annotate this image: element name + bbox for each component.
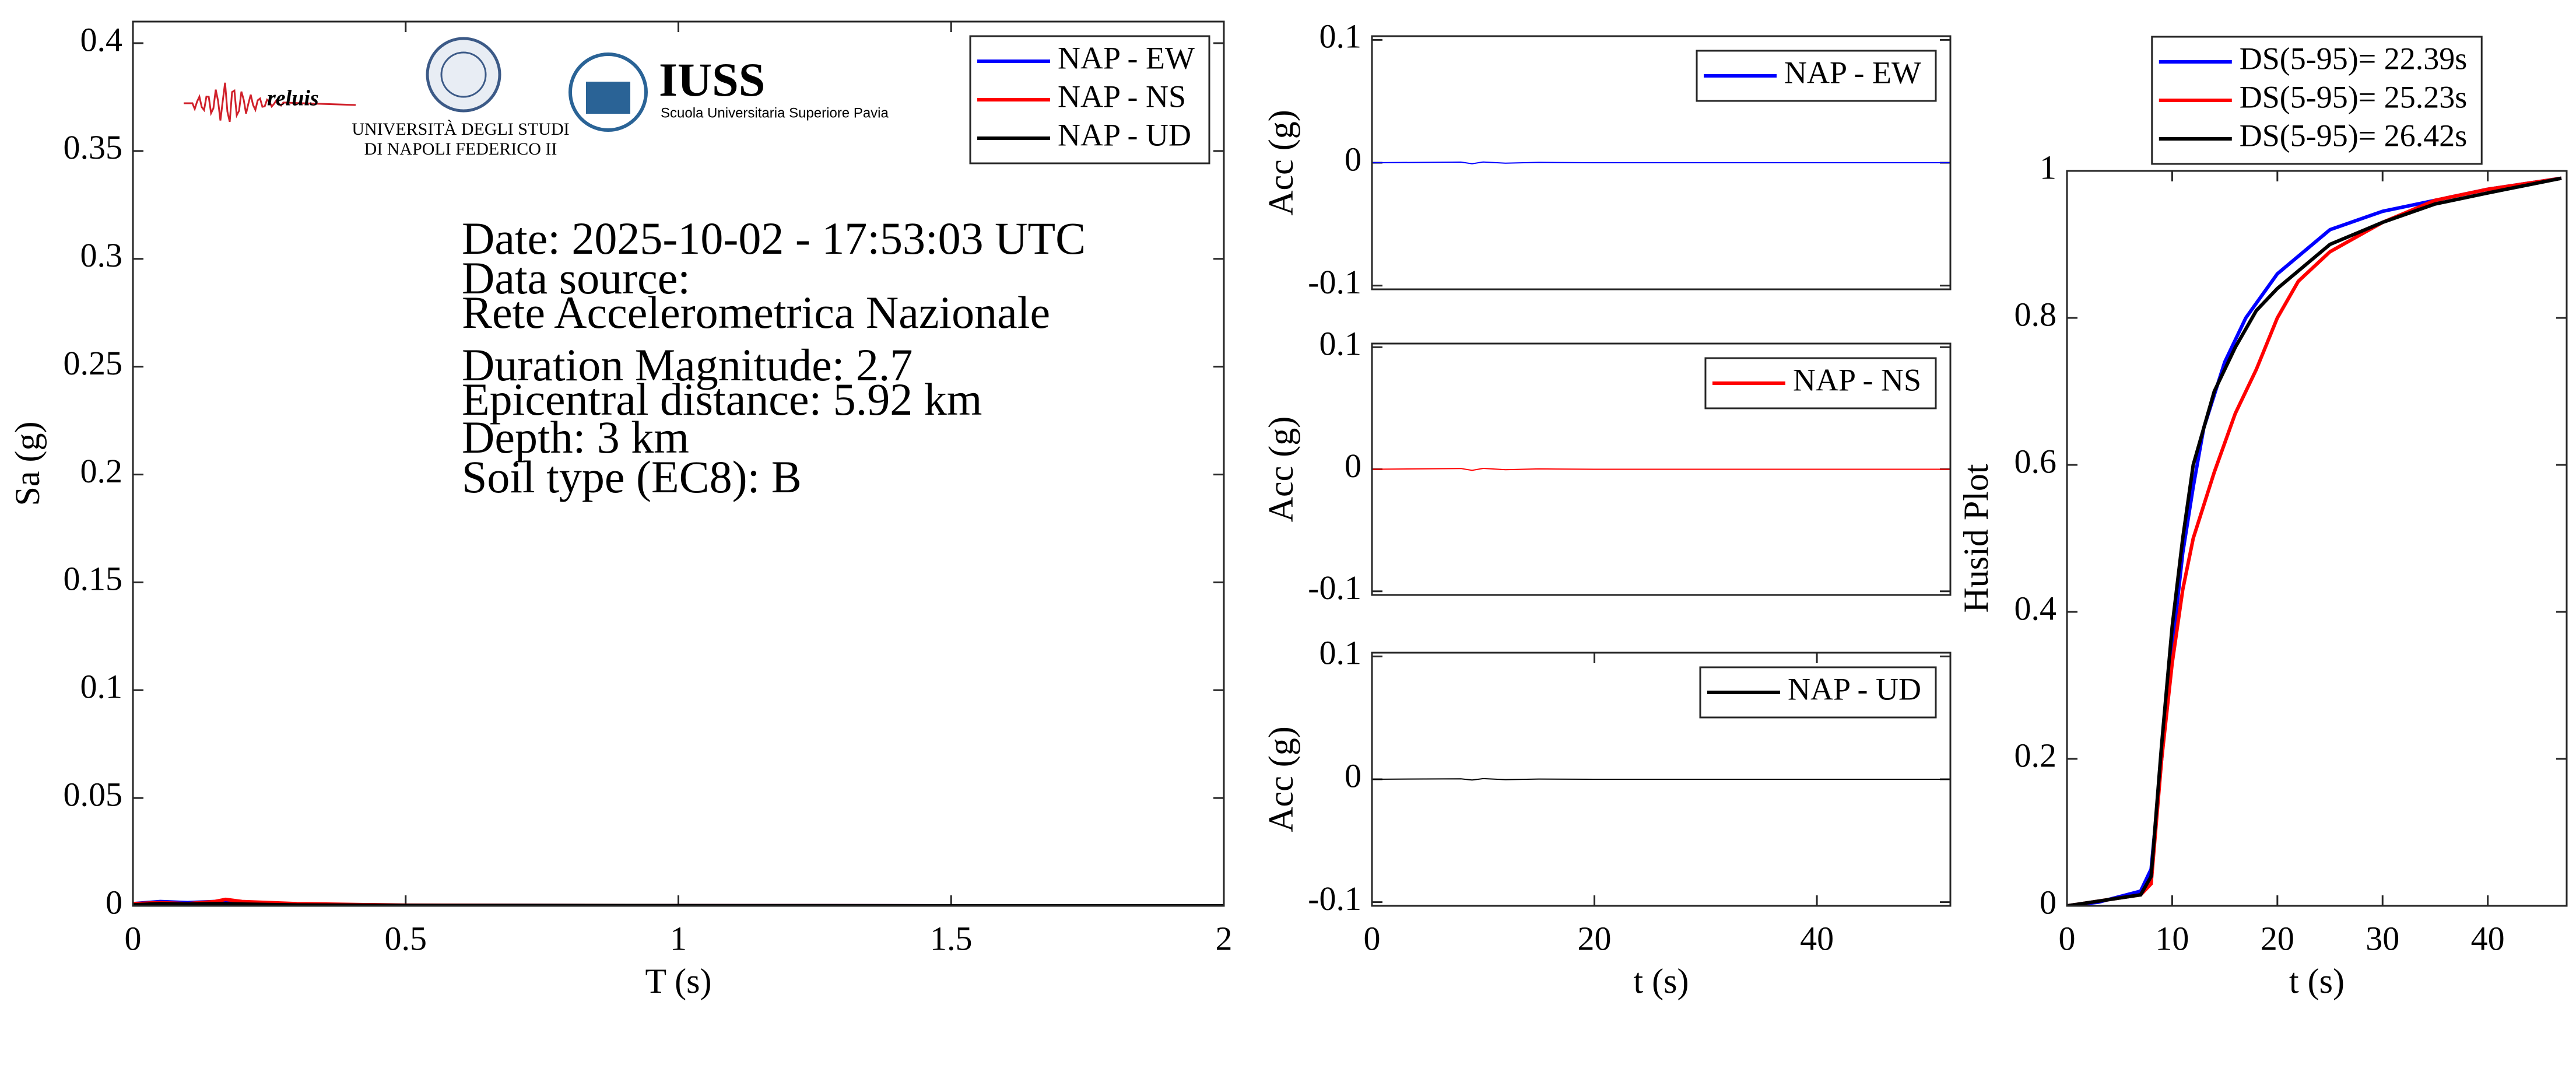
annotation: Soil type (EC8): B — [462, 451, 802, 502]
y-tick-label: 0.4 — [2015, 589, 2057, 627]
x-tick-label: 1 — [670, 919, 687, 957]
logo-building — [586, 82, 630, 114]
logo-text: DI NAPOLI FEDERICO II — [364, 139, 557, 159]
annotation: Depth: 3 km — [462, 412, 689, 463]
annotation: Data source: — [462, 253, 690, 303]
y-tick-label: 0.05 — [64, 775, 123, 813]
logo-seal — [440, 51, 487, 98]
y-tick-label: 0.6 — [2015, 442, 2057, 480]
series-line — [1372, 161, 1950, 164]
annotation: Epicentral distance: 5.92 km — [462, 374, 982, 425]
y-tick-label: -0.1 — [1308, 263, 1361, 301]
logo-text: reluis — [267, 86, 319, 111]
y-tick-label: 0.1 — [1319, 325, 1362, 363]
x-tick-label: 40 — [1800, 919, 1834, 957]
y-tick-label: 0.8 — [2015, 295, 2057, 333]
y-tick-label: 0.1 — [1319, 634, 1362, 672]
y-tick-label: 0.4 — [80, 20, 123, 58]
legend-label: NAP - UD — [1788, 671, 1921, 706]
legend: NAP - UD — [1699, 666, 1937, 719]
y-tick-label: 0.35 — [64, 128, 123, 166]
logo-text: UNIVERSITÀ DEGLI STUDI — [352, 120, 569, 139]
logo-text: Scuola Universitaria Superiore Pavia — [661, 105, 889, 121]
y-tick-label: 0.1 — [1319, 17, 1362, 55]
legend-label: NAP - UD — [1058, 117, 1191, 152]
series-line — [2067, 176, 2562, 906]
x-tick-label: 0 — [2059, 919, 2076, 957]
y-tick-label: 1 — [2040, 148, 2056, 186]
chart: -0.100.10 20 40t (s)Acc (g)NAP - UD — [1262, 634, 1952, 1000]
logo-seal — [426, 37, 501, 113]
series-line — [2067, 176, 2562, 906]
annotation: Date: 2025-10-02 - 17:53:03 UTC — [462, 213, 1086, 264]
series-line — [1372, 778, 1950, 781]
y-axis-label: Acc (g) — [1262, 110, 1300, 216]
x-tick-label: 40 — [2471, 919, 2505, 957]
logo-text: IUSS — [659, 53, 765, 106]
y-tick-label: 0 — [2040, 883, 2056, 921]
plot-frame — [132, 20, 1225, 907]
x-axis-label: t (s) — [2289, 962, 2345, 1000]
x-axis-label: T (s) — [645, 962, 712, 1000]
annotation: Rete Accelerometrica Nazionale — [462, 287, 1050, 338]
y-tick-label: 0.2 — [80, 452, 123, 490]
x-tick-label: 30 — [2366, 919, 2399, 957]
y-tick-label: 0.2 — [2015, 736, 2057, 774]
x-tick-label: 2 — [1216, 919, 1233, 957]
chart: 00.20.40.60.810 10 20 30 40t (s)Husid PlotDS… — [1957, 36, 2568, 1000]
y-tick-label: 0 — [1345, 140, 1361, 178]
legend-label: DS(5-95)= 25.23s — [2240, 79, 2467, 114]
x-tick-label: 0 — [125, 919, 142, 957]
y-tick-label: 0.1 — [80, 668, 123, 706]
legend-label: NAP - EW — [1058, 40, 1195, 75]
y-tick-label: 0 — [1345, 757, 1361, 794]
y-tick-label: 0 — [1345, 447, 1361, 485]
legend-box — [1704, 357, 1937, 409]
legend-label: NAP - NS — [1058, 79, 1186, 114]
annotation: Duration Magnitude: 2.7 — [462, 339, 913, 390]
y-tick-label: 0 — [106, 883, 122, 921]
chart: 0 0.05 0.1 0.15 0.2 0.25 0.3 0.35 0.4 0 0.5 1 1.5 2 T … — [8, 20, 1233, 1000]
chart: -0.1 0 0.1 Acc (g) NAP - NS — [1262, 325, 1952, 607]
x-tick-label: 0 — [1364, 919, 1381, 957]
legend-label: NAP - NS — [1793, 362, 1921, 397]
x-tick-label: 1.5 — [930, 919, 973, 957]
x-tick-label: 0.5 — [385, 919, 427, 957]
legend: NAP - EW — [1696, 50, 1937, 102]
legend-label: NAP - EW — [1784, 55, 1921, 90]
chart: -0.1 0 0.1 Acc (g) NAP - EW — [1262, 17, 1952, 301]
plot-frame — [2066, 170, 2568, 907]
y-tick-label: 0.25 — [64, 344, 123, 382]
plot-frame — [1371, 652, 1952, 907]
x-tick-label: 20 — [1578, 919, 1612, 957]
series-line — [1372, 467, 1950, 471]
y-axis-label: Acc (g) — [1262, 726, 1300, 832]
x-tick-label: 10 — [2155, 919, 2189, 957]
legend-label: DS(5-95)= 22.39s — [2240, 41, 2467, 76]
y-tick-label: 0.3 — [80, 236, 123, 274]
x-axis-label: t (s) — [1634, 962, 1689, 1000]
legend: NAP - NS — [1704, 357, 1937, 409]
plot-frame — [1371, 35, 1952, 290]
y-axis-label: Sa (g) — [8, 422, 47, 506]
y-tick-label: -0.1 — [1308, 880, 1361, 918]
legend-label: DS(5-95)= 26.42s — [2240, 118, 2467, 153]
logo-wave — [184, 82, 356, 122]
y-axis-label: Husid Plot — [1957, 464, 1995, 612]
x-tick-label: 20 — [2261, 919, 2294, 957]
y-tick-label: 0.15 — [64, 560, 123, 598]
plot-frame — [1371, 342, 1952, 596]
y-tick-label: -0.1 — [1308, 569, 1361, 607]
y-axis-label: Acc (g) — [1262, 416, 1300, 523]
series-line — [2067, 176, 2562, 906]
